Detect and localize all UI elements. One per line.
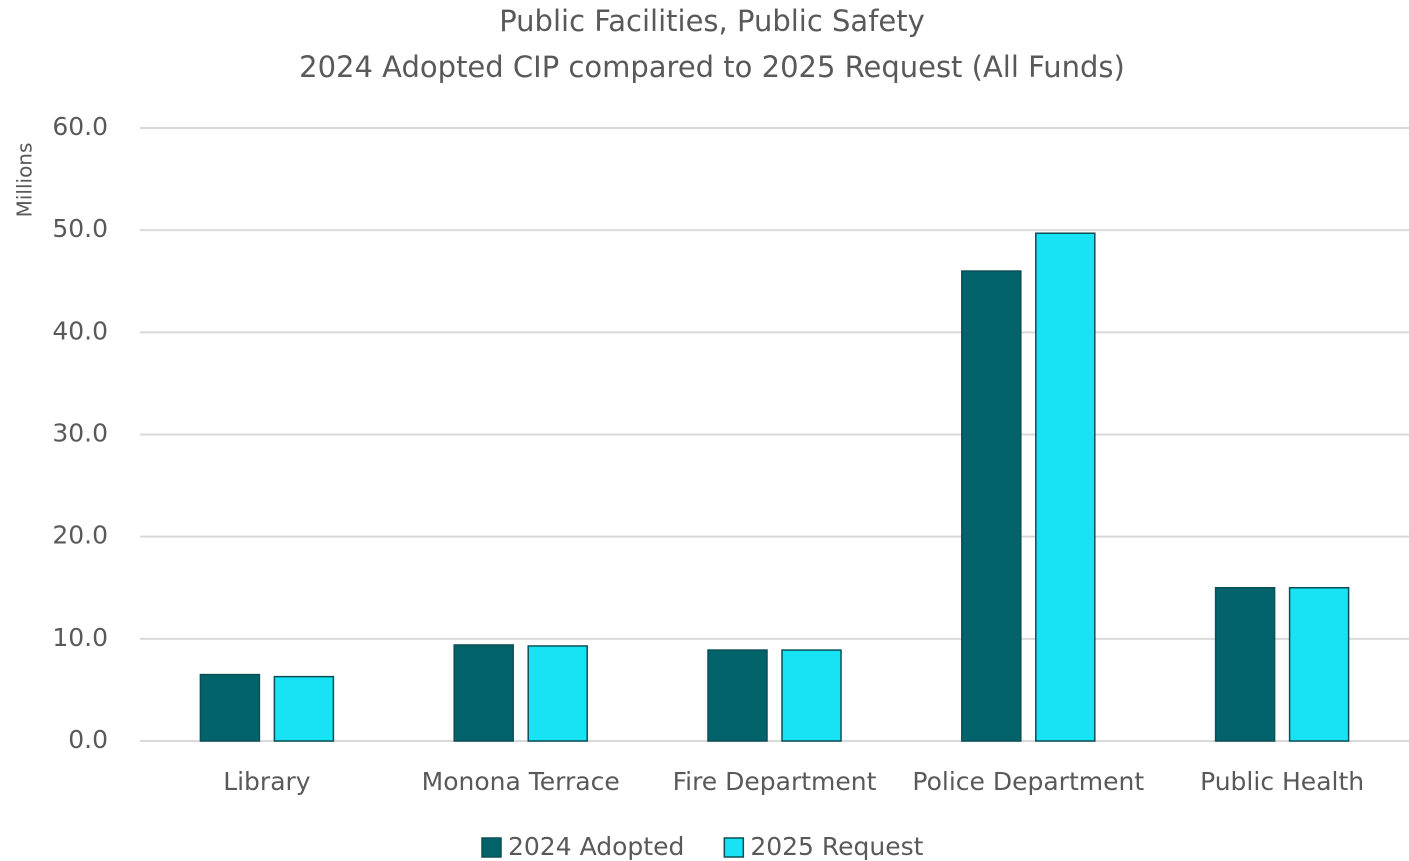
- bar: [1214, 587, 1276, 742]
- chart-title: Public Facilities, Public Safety: [499, 4, 925, 38]
- y-tick-label: 20.0: [52, 521, 108, 550]
- bar: [781, 649, 842, 742]
- bar: [1288, 587, 1350, 742]
- x-tick-label: Monona Terrace: [422, 767, 620, 796]
- legend-swatch: [481, 837, 502, 858]
- x-tick-label: Library: [223, 767, 311, 796]
- bar: [199, 673, 261, 742]
- legend-label: 2025 Request: [750, 832, 923, 861]
- bar: [273, 675, 335, 742]
- bar: [453, 644, 514, 742]
- y-tick-label: 30.0: [52, 419, 108, 448]
- legend-label: 2024 Adopted: [508, 832, 684, 861]
- bar: [707, 649, 768, 742]
- y-tick-label: 50.0: [52, 214, 108, 243]
- bar: [527, 645, 588, 742]
- y-tick-label: 40.0: [52, 316, 108, 345]
- y-axis-label: Millions: [13, 143, 37, 218]
- y-tick-label: 0.0: [68, 725, 108, 754]
- bar: [961, 270, 1022, 742]
- bar: [1035, 232, 1096, 742]
- x-tick-label: Public Health: [1200, 767, 1364, 796]
- chart-subtitle: 2024 Adopted CIP compared to 2025 Reques…: [299, 50, 1125, 84]
- x-tick-label: Fire Department: [673, 767, 877, 796]
- legend-swatch: [723, 837, 745, 858]
- y-tick-label: 60.0: [52, 112, 108, 141]
- x-tick-label: Police Department: [912, 767, 1144, 796]
- y-tick-label: 10.0: [52, 623, 108, 652]
